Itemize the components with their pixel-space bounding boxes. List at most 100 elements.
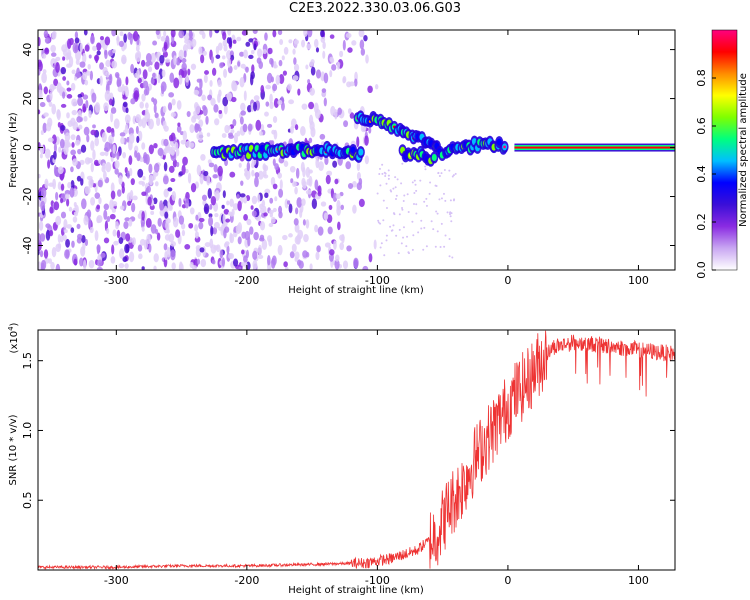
noise-dot — [384, 172, 387, 175]
noise-blob — [65, 249, 70, 258]
noise-blob — [83, 115, 88, 122]
noise-blob — [232, 39, 237, 44]
noise-blob — [209, 204, 213, 210]
noise-blob — [257, 244, 263, 256]
noise-blob — [294, 223, 300, 233]
noise-blob — [145, 61, 151, 67]
noise-dot — [395, 234, 398, 237]
noise-blob — [116, 79, 122, 88]
noise-blob — [176, 125, 182, 133]
noise-blob — [287, 83, 292, 91]
noise-blob — [113, 240, 119, 246]
noise-blob — [125, 107, 129, 114]
noise-dot — [402, 236, 405, 239]
noise-blob — [133, 30, 139, 42]
noise-blob — [124, 217, 131, 222]
noise-blob — [334, 178, 339, 185]
noise-blob — [272, 183, 278, 190]
noise-dot — [440, 222, 443, 225]
noise-dot — [452, 174, 455, 177]
noise-blob — [95, 54, 99, 64]
spectrogram-heat-layer — [38, 30, 675, 270]
noise-blob — [64, 132, 71, 142]
noise-dot — [424, 168, 427, 171]
noise-blob — [55, 62, 60, 74]
noise-blob — [329, 249, 335, 256]
noise-blob — [212, 174, 218, 179]
noise-blob — [51, 134, 57, 145]
noise-blob — [253, 95, 260, 101]
noise-blob — [129, 189, 134, 200]
noise-blob — [228, 253, 233, 259]
noise-blob — [295, 207, 299, 215]
noise-blob — [43, 112, 49, 117]
noise-blob — [141, 191, 147, 196]
noise-blob — [274, 163, 279, 171]
noise-blob — [53, 201, 60, 211]
noise-blob — [96, 259, 103, 267]
noise-blob — [56, 82, 62, 93]
noise-blob — [334, 109, 338, 120]
noise-dot — [405, 245, 408, 248]
noise-blob — [368, 253, 373, 263]
noise-blob — [110, 111, 114, 123]
noise-blob — [229, 171, 236, 178]
noise-blob — [226, 92, 232, 101]
noise-blob — [153, 253, 159, 263]
noise-blob — [310, 126, 316, 138]
noise-blob — [144, 111, 151, 122]
noise-blob — [210, 195, 217, 206]
noise-blob — [237, 236, 242, 245]
noise-blob — [254, 171, 260, 178]
noise-blob — [200, 258, 207, 268]
noise-blob — [137, 168, 144, 178]
noise-blob — [320, 201, 327, 207]
noise-dot — [383, 254, 386, 257]
noise-blob — [49, 91, 53, 101]
noise-dot — [379, 246, 382, 249]
y-tick-label: -20 — [21, 188, 34, 206]
noise-blob — [185, 191, 190, 201]
noise-blob — [351, 181, 357, 188]
noise-blob — [201, 194, 208, 201]
noise-blob — [55, 243, 61, 253]
noise-blob — [159, 200, 164, 211]
noise-blob — [226, 245, 230, 254]
noise-blob — [38, 200, 42, 207]
noise-blob — [251, 210, 257, 217]
noise-blob — [245, 41, 251, 47]
noise-blob — [134, 72, 138, 79]
noise-blob — [224, 241, 230, 246]
noise-blob — [239, 77, 245, 88]
noise-blob — [60, 183, 65, 191]
noise-blob — [268, 209, 274, 215]
noise-dot — [398, 213, 401, 216]
noise-blob — [301, 103, 308, 110]
noise-blob — [193, 110, 197, 116]
noise-blob — [358, 30, 365, 38]
noise-blob — [111, 244, 115, 255]
noise-blob — [223, 208, 230, 215]
noise-blob — [80, 246, 86, 257]
noise-blob — [41, 53, 47, 59]
noise-blob — [277, 172, 282, 179]
noise-blob — [275, 74, 281, 86]
noise-blob — [247, 123, 253, 132]
noise-blob — [178, 74, 183, 85]
noise-blob — [44, 37, 51, 44]
noise-blob — [227, 30, 232, 36]
noise-dot — [435, 184, 438, 187]
noise-blob — [40, 200, 46, 212]
noise-blob — [134, 150, 138, 158]
noise-blob — [92, 149, 96, 161]
noise-dot — [378, 167, 381, 170]
noise-blob — [208, 213, 213, 218]
noise-blob — [49, 206, 54, 214]
noise-blob — [189, 124, 195, 134]
x-tick-label: -300 — [104, 274, 129, 287]
noise-blob — [336, 205, 341, 216]
noise-dot — [407, 211, 410, 214]
noise-blob — [351, 40, 357, 46]
noise-blob — [152, 72, 156, 78]
spectrogram-y-ticks: -40 -20 0 20 40 — [21, 43, 675, 254]
